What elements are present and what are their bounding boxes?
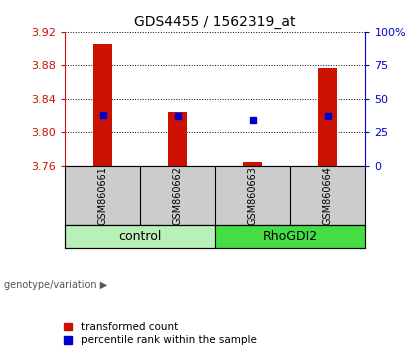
- Bar: [65, 225, 215, 248]
- Text: GSM860661: GSM860661: [97, 166, 108, 225]
- Text: GSM860663: GSM860663: [248, 166, 258, 225]
- Legend: transformed count, percentile rank within the sample: transformed count, percentile rank withi…: [64, 322, 257, 345]
- Text: genotype/variation ▶: genotype/variation ▶: [4, 280, 108, 290]
- Text: GSM860662: GSM860662: [173, 166, 183, 225]
- Title: GDS4455 / 1562319_at: GDS4455 / 1562319_at: [134, 16, 296, 29]
- Bar: [215, 225, 365, 248]
- Bar: [93, 45, 112, 166]
- Text: GSM860664: GSM860664: [323, 166, 333, 225]
- Text: control: control: [118, 230, 162, 243]
- Bar: [244, 162, 262, 166]
- Text: RhoGDI2: RhoGDI2: [263, 230, 318, 243]
- Bar: [318, 68, 337, 166]
- Bar: [168, 112, 187, 166]
